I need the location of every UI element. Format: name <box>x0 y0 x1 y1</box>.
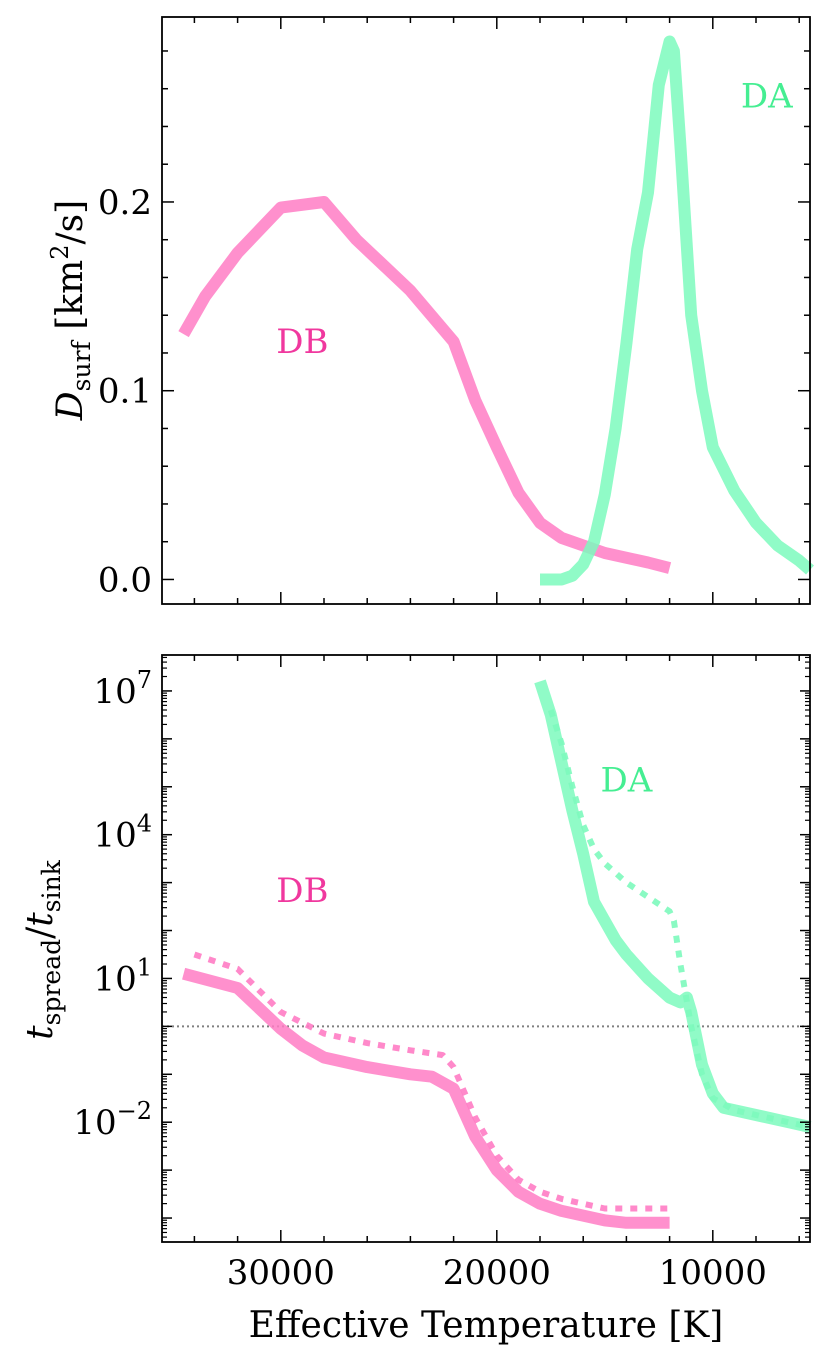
top-panel: DB DA 0.0 0.1 0.2 Dsurf [km2/s] <box>46 16 814 605</box>
x-tick-label: 20000 <box>443 1253 551 1293</box>
bottom-y-label-slash: / <box>20 926 61 939</box>
top-y-tick-label: 0.2 <box>98 183 152 223</box>
bottom-y-label-t2: t <box>20 912 61 927</box>
top-y-tick-label: 0.1 <box>98 372 152 412</box>
top-label-da: DA <box>741 77 793 117</box>
bottom-y-tick-label: 101 <box>93 953 152 999</box>
top-line-db <box>178 196 672 574</box>
top-y-axis-label: Dsurf [km2/s] <box>46 200 96 421</box>
bottom-line-da-solid <box>534 679 812 1133</box>
top-y-tick-label: 0.0 <box>98 560 152 600</box>
bottom-y-tick-label: 104 <box>93 810 152 856</box>
top-label-db: DB <box>276 322 328 362</box>
bottom-y-tick-label: 10−2 <box>73 1097 152 1143</box>
bottom-y-label-t1: t <box>20 1025 61 1040</box>
bottom-line-db-solid <box>182 967 670 1229</box>
bottom-plot-frame <box>161 654 811 1243</box>
top-ticks-layer: 0.0 0.1 0.2 <box>98 17 810 604</box>
top-plot-frame <box>161 16 811 605</box>
x-tick-label: 30000 <box>227 1253 335 1293</box>
bottom-y-label-sub2: sink <box>37 859 66 912</box>
bottom-label-da: DA <box>600 761 652 801</box>
top-y-label-unit-post: /s] <box>50 200 91 245</box>
bottom-y-tick-label: 107 <box>93 666 152 712</box>
bottom-ticks-layer: 30000 20000 10000 10−2 101 104 107 <box>73 655 810 1293</box>
x-tick-label: 10000 <box>659 1253 767 1293</box>
bottom-y-label-sub1: spread <box>37 939 66 1026</box>
bottom-label-db: DB <box>276 871 328 911</box>
bottom-line-da-dotted <box>547 709 811 1130</box>
bottom-y-axis-label: tspread/tsink <box>20 859 66 1040</box>
top-y-label-unit-pre: [km <box>50 260 91 341</box>
top-y-label-unit-sup: 2 <box>46 244 74 259</box>
top-y-label-sub: surf <box>67 339 96 391</box>
top-line-da <box>540 35 814 586</box>
top-data-layer: DB DA <box>178 35 814 586</box>
bottom-data-layer: DB DA <box>162 679 812 1229</box>
top-y-label-main: D <box>50 391 91 421</box>
x-axis-label: Effective Temperature [K] <box>249 1305 724 1346</box>
